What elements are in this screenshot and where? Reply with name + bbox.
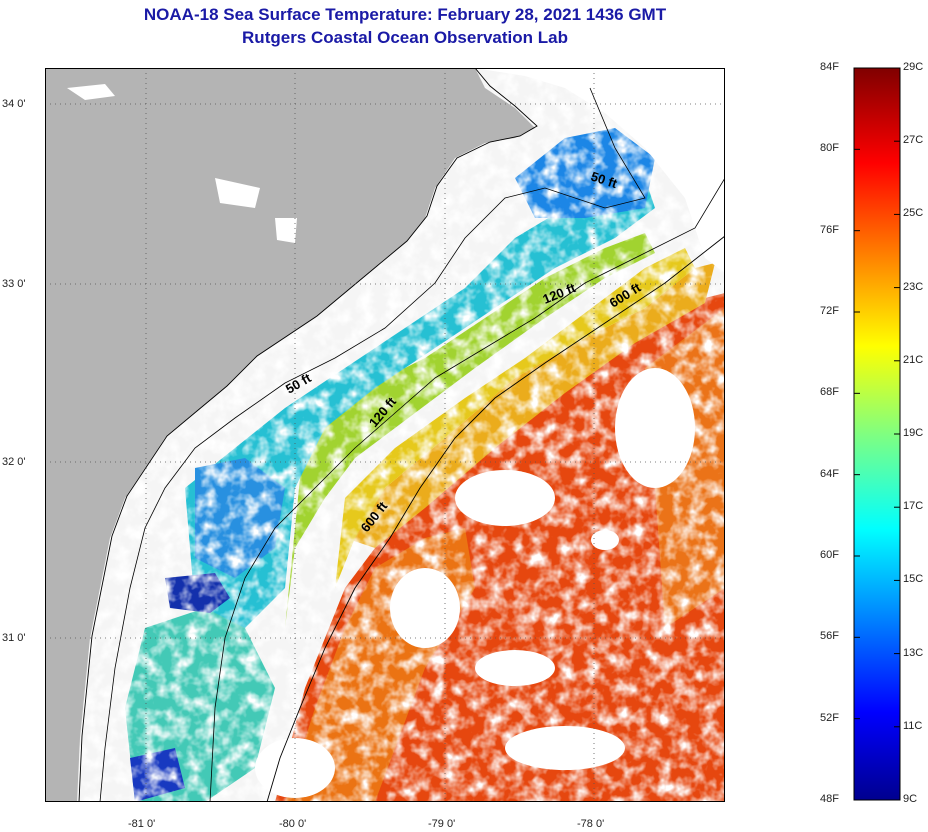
map-frame bbox=[45, 68, 725, 802]
colorbar-c-label: 11C bbox=[903, 719, 923, 732]
colorbar-c-label: 23C bbox=[903, 280, 924, 293]
colorbar-c-label: 17C bbox=[903, 500, 924, 513]
colorbar-c-label: 21C bbox=[903, 353, 924, 366]
lat-label-33: 33 0' bbox=[2, 278, 26, 290]
coastline bbox=[78, 68, 538, 802]
colorbar-c-label: 19C bbox=[903, 427, 924, 439]
colorbar-f-label: 76F bbox=[820, 223, 839, 236]
lat-label-32: 32 0' bbox=[2, 456, 26, 468]
colorbar-c-label: 9C bbox=[903, 793, 918, 805]
colorbar-f-label: 68F bbox=[820, 386, 839, 399]
sst-map: 50 ft 120 ft 600 ft 50 ft 120 ft 600 ft bbox=[45, 68, 725, 802]
colorbar-f-label: 84F bbox=[820, 61, 839, 73]
lon-label-79: -79 0' bbox=[428, 818, 456, 830]
colorbar-c-label: 27C bbox=[903, 134, 924, 147]
lat-label-34: 34 0' bbox=[2, 98, 26, 110]
colorbar-f-label: 60F bbox=[820, 549, 839, 561]
lon-label-78: -78 0' bbox=[577, 818, 605, 830]
colorbar-c-label: 13C bbox=[903, 646, 924, 659]
colorbar-f-label: 80F bbox=[820, 142, 839, 155]
map-subtitle: Rutgers Coastal Ocean Observation Lab bbox=[242, 28, 568, 47]
land-gaps bbox=[67, 84, 297, 243]
colorbar-c-label: 25C bbox=[903, 207, 924, 220]
graticule bbox=[45, 68, 725, 802]
isobath-120ft bbox=[209, 177, 725, 802]
colorbar bbox=[853, 67, 901, 801]
colorbar-f-label: 56F bbox=[820, 630, 839, 643]
colorbar-f-label: 64F bbox=[820, 467, 839, 480]
colorbar-gradient bbox=[853, 67, 901, 801]
land-mass bbox=[45, 68, 535, 802]
lon-label-80: -80 0' bbox=[279, 818, 307, 830]
colorbar-f-label: 52F bbox=[820, 711, 839, 724]
colorbar-c-label: 15C bbox=[903, 573, 924, 586]
colorbar-f-label: 72F bbox=[820, 305, 839, 317]
colorbar-f-label: 48F bbox=[820, 793, 839, 805]
lon-label-81: -81 0' bbox=[128, 818, 156, 830]
isobath-50ft bbox=[99, 87, 646, 802]
lat-label-31: 31 0' bbox=[2, 632, 26, 644]
isobath-600ft bbox=[266, 235, 725, 802]
colorbar-c-label: 29C bbox=[903, 61, 924, 73]
map-title: NOAA-18 Sea Surface Temperature: Februar… bbox=[143, 5, 667, 24]
